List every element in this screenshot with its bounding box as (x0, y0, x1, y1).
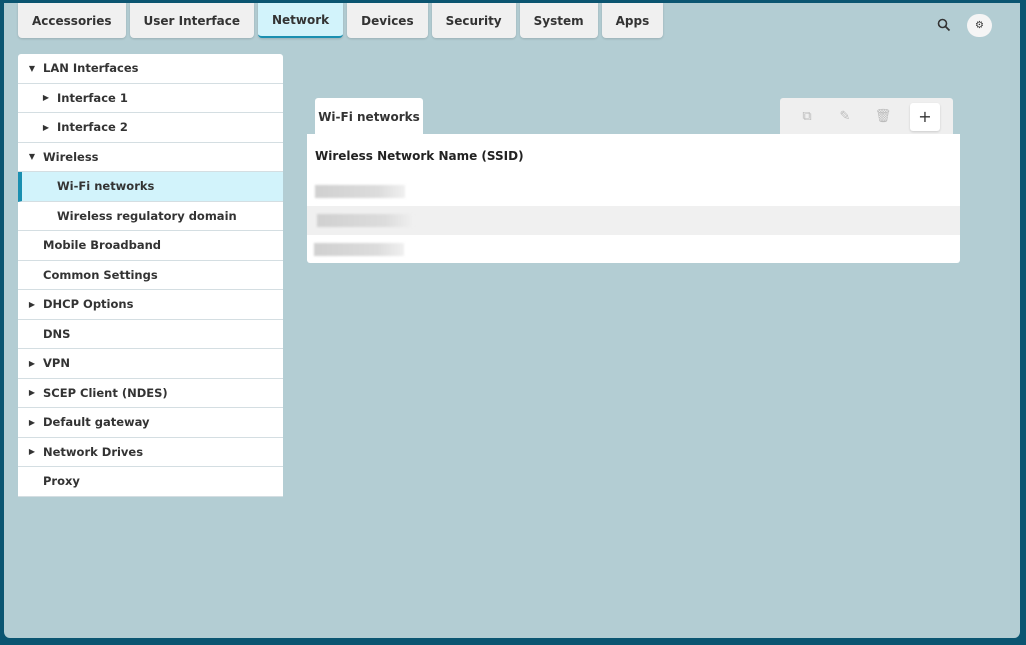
sidebar-item-label: Wi-Fi networks (57, 179, 155, 194)
sidebar-item-label: Wireless regulatory domain (57, 208, 237, 223)
caret-right-icon[interactable]: ▶ (28, 358, 36, 368)
pencil-icon[interactable]: ✎ (839, 109, 851, 124)
tab-user-interface[interactable]: User Interface (129, 3, 254, 38)
sidebar-item-vpn[interactable]: ▶ VPN (18, 349, 283, 379)
caret-down-icon[interactable]: ▼ (28, 63, 36, 73)
sidebar-item-label: Common Settings (43, 267, 158, 282)
tab-accessories[interactable]: Accessories (18, 3, 126, 38)
tab-wifi-networks[interactable]: Wi-Fi networks (315, 98, 423, 135)
tab-network[interactable]: Network (258, 3, 344, 38)
sidebar-item-label: LAN Interfaces (43, 61, 139, 76)
caret-right-icon[interactable]: ▶ (28, 417, 36, 427)
tab-devices[interactable]: Devices (347, 3, 428, 38)
sidebar-item-label: Mobile Broadband (43, 238, 162, 253)
user-avatar-icon[interactable]: ⚙ (967, 14, 992, 37)
redacted-ssid (317, 214, 414, 227)
sidebar-item-scep-client-ndes-[interactable]: ▶ SCEP Client (NDES) (18, 379, 283, 408)
sidebar-item-wireless-regulatory-domain[interactable]: Wireless regulatory domain (18, 202, 283, 231)
caret-right-icon[interactable]: ▶ (42, 122, 50, 132)
sidebar-item-default-gateway[interactable]: ▶ Default gateway (18, 408, 283, 438)
sidebar-item-mobile-broadband[interactable]: Mobile Broadband (18, 231, 283, 261)
caret-down-icon[interactable]: ▼ (28, 152, 36, 162)
trash-icon[interactable]: 🗑 (874, 109, 892, 124)
caret-right-icon[interactable]: ▶ (42, 93, 50, 103)
table-row[interactable] (307, 235, 960, 263)
sidebar-item-label: SCEP Client (NDES) (43, 385, 168, 400)
table-toolbar: ⧉ ✎ 🗑 + (780, 98, 953, 135)
copy-icon[interactable]: ⧉ (802, 109, 812, 124)
top-tab-bar: Accessories User Interface Network Devices S… (18, 3, 664, 38)
sidebar-item-label: Proxy (43, 474, 80, 489)
sidebar-item-proxy[interactable]: Proxy (18, 467, 283, 497)
app-window: Accessories User Interface Network Devices S… (4, 3, 1020, 638)
sidebar-item-interface-1[interactable]: ▶ Interface 1 (18, 84, 283, 113)
sidebar-item-wi-fi-networks[interactable]: Wi-Fi networks (18, 172, 283, 202)
sidebar-item-label: Default gateway (43, 415, 150, 430)
caret-right-icon[interactable]: ▶ (28, 388, 36, 398)
column-header-ssid[interactable]: Wireless Network Name (SSID) (315, 148, 524, 163)
sidebar-tree: ▼ LAN Interfaces ▶ Interface 1 ▶ Interface 2 ▼… (18, 54, 283, 497)
sidebar-item-lan-interfaces[interactable]: ▼ LAN Interfaces (18, 54, 283, 84)
sidebar-item-dhcp-options[interactable]: ▶ DHCP Options (18, 290, 283, 320)
search-icon[interactable] (936, 17, 952, 33)
sidebar-item-wireless[interactable]: ▼ Wireless (18, 143, 283, 172)
caret-right-icon[interactable]: ▶ (28, 447, 36, 457)
add-button[interactable]: + (910, 102, 940, 131)
caret-right-icon[interactable]: ▶ (28, 299, 36, 309)
sidebar-item-label: Network Drives (43, 444, 144, 459)
redacted-ssid (314, 243, 404, 256)
sidebar-item-label: Interface 1 (57, 90, 128, 105)
tab-security[interactable]: Security (431, 3, 516, 38)
tab-system[interactable]: System (519, 3, 598, 38)
sidebar-item-interface-2[interactable]: ▶ Interface 2 (18, 113, 283, 143)
tab-apps[interactable]: Apps (601, 3, 664, 38)
sidebar-item-common-settings[interactable]: Common Settings (18, 261, 283, 290)
table-row[interactable] (307, 206, 960, 235)
sidebar-item-label: DNS (43, 326, 71, 341)
sidebar-item-label: Wireless (43, 149, 99, 164)
table-row[interactable] (307, 177, 960, 206)
redacted-ssid (315, 185, 405, 198)
sidebar-item-label: DHCP Options (43, 297, 134, 312)
sidebar-item-dns[interactable]: DNS (18, 320, 283, 349)
sidebar-item-label: VPN (43, 356, 70, 371)
wifi-networks-table: Wireless Network Name (SSID) (307, 134, 960, 263)
sidebar-item-label: Interface 2 (57, 120, 128, 135)
sidebar-item-network-drives[interactable]: ▶ Network Drives (18, 438, 283, 467)
